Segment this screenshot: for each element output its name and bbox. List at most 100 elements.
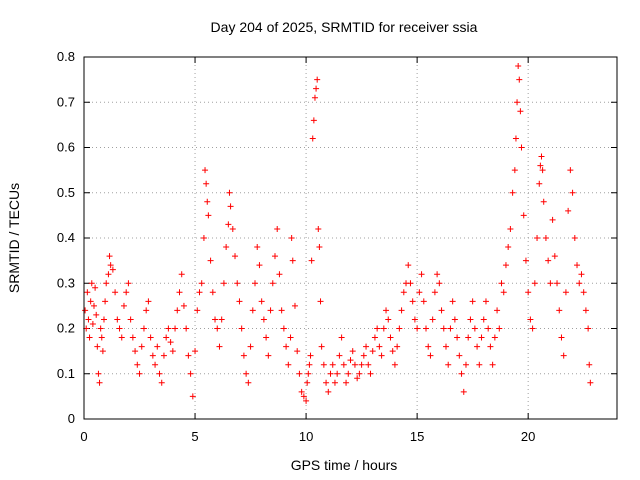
y-tick-label: 0.5 — [57, 185, 75, 200]
data-point — [192, 348, 199, 355]
data-point — [354, 375, 361, 382]
data-point — [467, 316, 474, 323]
data-point — [271, 253, 278, 260]
data-point — [507, 225, 514, 232]
data-point — [434, 271, 441, 278]
data-point — [425, 343, 432, 350]
data-point — [407, 280, 414, 287]
data-point — [514, 99, 521, 106]
data-point — [200, 235, 207, 241]
data-point — [305, 370, 312, 377]
data-point — [580, 289, 587, 296]
data-point — [525, 289, 532, 296]
data-point — [462, 361, 469, 368]
data-point — [183, 325, 190, 332]
y-tick-label: 0.4 — [57, 230, 75, 245]
data-point — [205, 212, 212, 219]
data-point — [569, 189, 576, 196]
data-point — [517, 108, 524, 115]
chart-title: Day 204 of 2025, SRMTID for receiver ssi… — [211, 19, 478, 35]
data-point — [582, 307, 589, 314]
data-point — [300, 393, 307, 400]
data-point — [285, 361, 292, 368]
data-point — [263, 334, 270, 341]
data-point — [334, 370, 341, 377]
data-point — [134, 361, 141, 368]
data-point — [240, 352, 247, 359]
data-point — [471, 325, 478, 332]
data-point — [431, 289, 438, 296]
data-point — [571, 235, 578, 241]
data-point — [96, 379, 103, 386]
data-point — [383, 307, 390, 314]
data-point — [226, 189, 233, 196]
data-point — [458, 370, 465, 377]
data-point — [487, 343, 494, 350]
data-point — [106, 253, 113, 260]
grid-layer — [84, 57, 617, 419]
data-point — [304, 379, 311, 386]
data-point — [531, 280, 538, 287]
data-point — [243, 370, 250, 377]
data-point — [414, 325, 421, 332]
data-point — [394, 343, 401, 350]
y-tick-label: 0 — [68, 411, 75, 426]
data-point — [145, 298, 152, 305]
data-point — [376, 343, 383, 350]
data-point — [294, 348, 301, 355]
y-tick-label: 0.6 — [57, 140, 75, 155]
y-axis-label: SRMTID / TECUs — [6, 183, 22, 293]
data-point — [247, 343, 254, 350]
data-point — [549, 216, 556, 223]
data-point — [152, 361, 159, 368]
data-point — [474, 343, 481, 350]
data-point — [347, 357, 354, 364]
data-point — [491, 334, 498, 341]
data-point — [442, 343, 449, 350]
data-point — [109, 266, 116, 273]
data-point — [309, 135, 316, 142]
data-point — [536, 180, 543, 187]
data-point — [92, 284, 99, 291]
data-point — [87, 298, 94, 305]
data-point — [436, 280, 443, 287]
data-point — [539, 167, 546, 174]
data-point — [478, 334, 485, 341]
data-point — [545, 257, 552, 264]
data-point — [196, 289, 203, 296]
data-point — [216, 343, 223, 350]
data-point — [310, 117, 317, 124]
data-point — [551, 253, 558, 260]
data-point — [423, 325, 430, 332]
data-point — [345, 370, 352, 377]
data-point — [165, 325, 172, 332]
data-point — [358, 361, 365, 368]
data-point — [178, 271, 185, 278]
data-point — [223, 244, 230, 251]
data-point — [502, 262, 509, 269]
data-point — [265, 352, 272, 359]
x-tick-label: 5 — [191, 429, 198, 444]
data-point — [405, 262, 412, 269]
data-point — [287, 334, 294, 341]
data-point — [518, 144, 525, 151]
data-point — [323, 379, 330, 386]
data-point — [578, 271, 585, 278]
data-point — [494, 307, 501, 314]
data-point — [303, 397, 310, 404]
data-point — [90, 302, 97, 309]
data-point — [120, 302, 127, 309]
data-point — [143, 307, 150, 314]
data-point — [498, 280, 505, 287]
data-point — [317, 298, 324, 305]
data-point — [82, 307, 89, 314]
data-point — [84, 289, 91, 296]
data-point — [163, 334, 170, 341]
data-point — [351, 361, 358, 368]
data-point — [269, 280, 276, 287]
data-point — [538, 153, 545, 160]
data-point — [254, 244, 261, 251]
data-point — [409, 298, 416, 305]
